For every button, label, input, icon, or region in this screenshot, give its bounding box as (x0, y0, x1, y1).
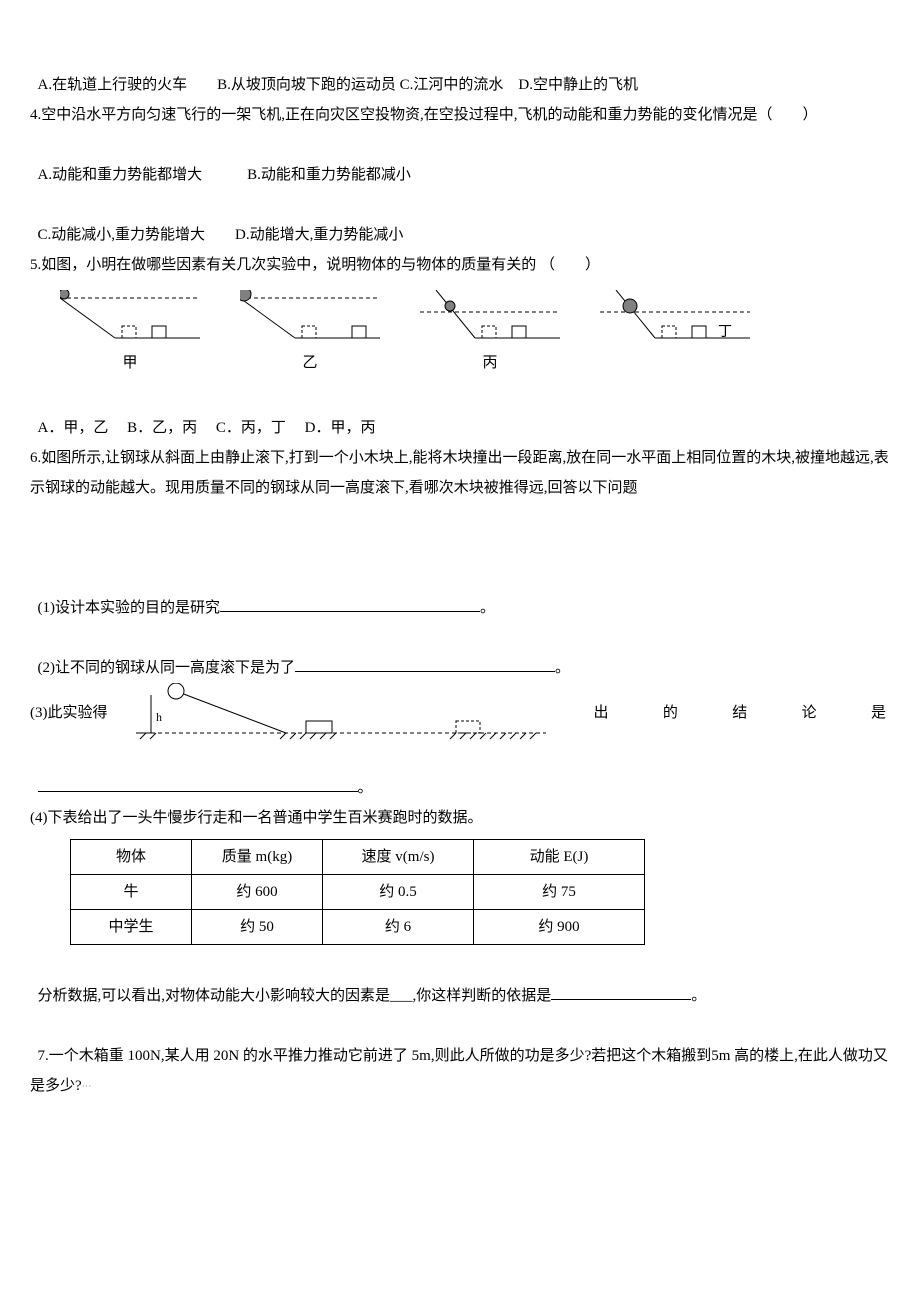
q4-opt-a: A.动能和重力势能都增大 (38, 167, 203, 183)
cell: 约 0.5 (323, 875, 474, 910)
q3-opt-b: B.从坡顶向坡下跑的运动员 (217, 77, 396, 93)
q4-opt-d: D.动能增大,重力势能减小 (235, 227, 403, 243)
cell: 牛 (71, 875, 192, 910)
q6-blank-space (30, 503, 890, 563)
th-mass: 质量 m(kg) (192, 840, 323, 875)
period4: 。 (691, 988, 706, 1004)
th-energy: 动能 E(J) (474, 840, 645, 875)
q6-sub3-right: 出 的 结 论 是 (574, 698, 891, 728)
ramp-yi-icon (240, 290, 380, 346)
q3-opt-c: C.江河中的流水 (400, 77, 504, 93)
q5-opt-c: C．丙，丁 (216, 420, 286, 436)
svg-text:丁: 丁 (718, 325, 732, 340)
period2: 。 (555, 660, 570, 676)
q6-sub3-blank-line: 。 (30, 743, 890, 803)
q4-opt-c: C.动能减小,重力势能增大 (38, 227, 206, 243)
q6-sub2: (2)让不同的钢球从同一高度滚下是为了 。 (30, 623, 890, 683)
cell: 约 50 (192, 910, 323, 945)
q7-text: 7.一个木箱重 100N,某人用 20N 的水平推力推动它前进了 5m,则此人所… (30, 1048, 888, 1094)
q4-opts-row2: C.动能减小,重力势能增大 D.动能增大,重力势能减小 (30, 190, 890, 250)
q6-analysis-blank[interactable] (551, 984, 691, 1000)
q5-opt-d: D．甲，丙 (305, 420, 376, 436)
q5-opt-b: B．乙，丙 (127, 420, 197, 436)
table-row: 中学生 约 50 约 6 约 900 (71, 910, 645, 945)
q4-opts-row1: A.动能和重力势能都增大 B.动能和重力势能都减小 (30, 130, 890, 190)
period1: 。 (480, 600, 495, 616)
q5-stem: 5.如图，小明在做哪些因素有关几次实验中，说明物体的与物体的质量有关的 （ ） (30, 250, 890, 280)
table-header-row: 物体 质量 m(kg) 速度 v(m/s) 动能 E(J) (71, 840, 645, 875)
cell: 约 900 (474, 910, 645, 945)
ramp-jia-icon (60, 290, 200, 346)
q4-opt-b: B.动能和重力势能都减小 (247, 167, 411, 183)
ramp-ding-icon: 丁 (600, 290, 750, 346)
q6-sub2-text: (2)让不同的钢球从同一高度滚下是为了 (38, 660, 296, 676)
th-object: 物体 (71, 840, 192, 875)
q6-data-table: 物体 质量 m(kg) 速度 v(m/s) 动能 E(J) 牛 约 600 约 … (70, 839, 645, 945)
period3: 。 (358, 780, 373, 796)
q6-sub1-text: (1)设计本实验的目的是研究 (38, 600, 221, 616)
q3-options: A.在轨道上行驶的火车 B.从坡顶向坡下跑的运动员 C.江河中的流水 D.空中静… (30, 40, 890, 100)
cell: 约 6 (323, 910, 474, 945)
ramp-bing-icon (420, 290, 560, 346)
q5-label-ding (673, 348, 677, 378)
q5-ramp-yi: 乙 (240, 290, 380, 378)
svg-text:h: h (156, 710, 162, 724)
q3-opt-a: A.在轨道上行驶的火车 (38, 77, 188, 93)
q6-analysis: 分析数据,可以看出,对物体动能大小影响较大的因素是___,你这样判断的依据是 。 (30, 951, 890, 1011)
cell: 中学生 (71, 910, 192, 945)
q5-opt-a: A．甲，乙 (38, 420, 109, 436)
q6-sub3-blank[interactable] (38, 776, 358, 792)
q5-options: A．甲，乙 B．乙，丙 C．丙，丁 D．甲，丙 (30, 383, 890, 443)
q6-sub4-intro: (4)下表给出了一头牛慢步行走和一名普通中学生百米赛跑时的数据。 (30, 803, 890, 833)
q5-label-bing: 丙 (482, 348, 497, 378)
q6-stem: 6.如图所示,让钢球从斜面上由静止滚下,打到一个小木块上,能将木块撞出一段距离,… (30, 443, 890, 503)
q5-ramp-jia: 甲 (60, 290, 200, 378)
q5-ramp-ding: 丁 (600, 290, 750, 378)
q4-stem: 4.空中沿水平方向匀速飞行的一架飞机,正在向灾区空投物资,在空投过程中,飞机的动… (30, 100, 890, 130)
footer-mark-icon: ⋯ (82, 1077, 92, 1097)
q6-sub3-prefix: (3)此实验得 (30, 698, 108, 728)
cell: 约 75 (474, 875, 645, 910)
q5-ramp-bing: 丙 (420, 290, 560, 378)
q3-opt-d: D.空中静止的飞机 (518, 77, 638, 93)
table-row: 牛 约 600 约 0.5 约 75 (71, 875, 645, 910)
th-speed: 速度 v(m/s) (323, 840, 474, 875)
q6-sub2-blank[interactable] (295, 656, 555, 672)
q6-analysis-text: 分析数据,可以看出,对物体动能大小影响较大的因素是___,你这样判断的依据是 (38, 988, 552, 1004)
q5-label-jia: 甲 (122, 348, 137, 378)
q5-label-yi: 乙 (302, 348, 317, 378)
cell: 约 600 (192, 875, 323, 910)
q6-sub1-blank[interactable] (220, 596, 480, 612)
q6-sub3-row: (3)此实验得 h 出 的 结 论 是 (30, 683, 890, 743)
q7-stem: 7.一个木箱重 100N,某人用 20N 的水平推力推动它前进了 5m,则此人所… (30, 1011, 890, 1101)
q5-diagram-row: 甲 乙 丙 丁 (60, 290, 890, 378)
q6-sub1: (1)设计本实验的目的是研究 。 (30, 563, 890, 623)
q6-diagram-icon: h (126, 683, 556, 743)
